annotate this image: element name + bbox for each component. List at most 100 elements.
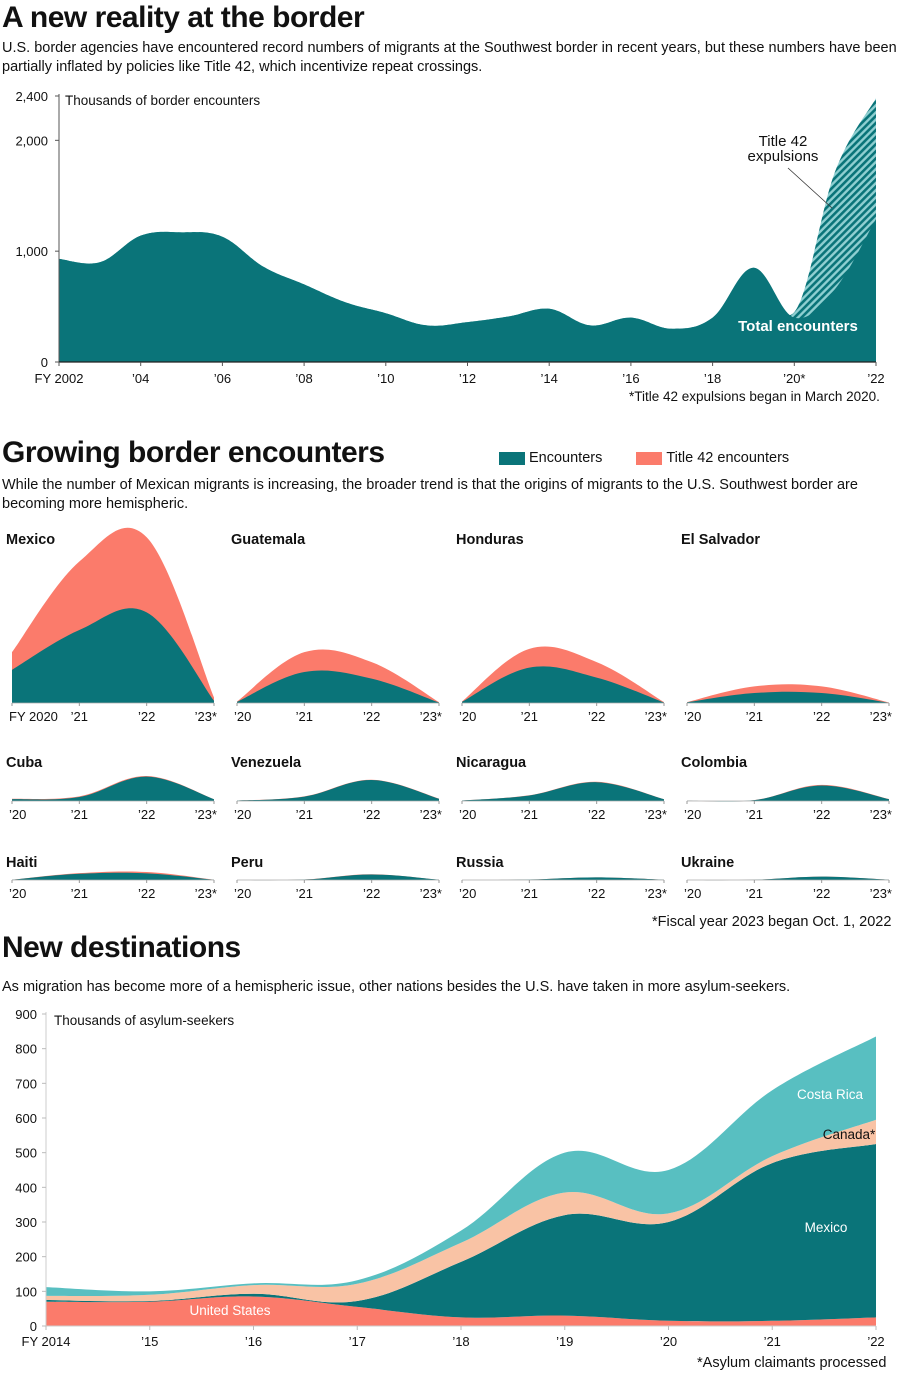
x-tick-label: ’22	[588, 886, 605, 901]
country-panel-nicaragua: ’20 ’21 ’22 ’23*	[459, 781, 667, 822]
country-panel-guatemala: ’20 ’21 ’22 ’23*	[234, 649, 442, 724]
section1-footnote: *Title 42 expulsions began in March 2020…	[629, 389, 880, 404]
section3-dek: As migration has become more of a hemisp…	[2, 979, 791, 995]
x-tick-label: ’20	[9, 807, 26, 822]
legend-item-title42: Title 42 encounters	[636, 450, 789, 466]
x-tick-label: ’20	[459, 807, 476, 822]
x-tick-label: ’17	[349, 1334, 366, 1349]
x-tick-label: ’20	[9, 886, 26, 901]
legend-swatch-title42	[636, 451, 663, 465]
legend: Encounters Title 42 encounters	[499, 450, 789, 466]
panel-title: El Salvador	[681, 532, 760, 548]
x-tick-label: ’23*	[870, 886, 892, 901]
legend-swatch-encounters	[499, 451, 525, 465]
section3-footnote: *Asylum claimants processed	[697, 1355, 887, 1371]
x-tick-label: ’22	[813, 886, 830, 901]
section3-title: New destinations	[2, 931, 241, 964]
section2-dek: While the number of Mexican migrants is …	[2, 477, 858, 512]
panel-title: Russia	[456, 855, 504, 871]
x-tick-label: ’20*	[783, 371, 805, 386]
country-panel-colombia: ’20 ’21 ’22 ’23*	[684, 784, 892, 822]
x-tick-label: FY 2020	[9, 709, 58, 724]
x-tick-label: ’20	[660, 1334, 677, 1349]
x-tick-label: ’18	[704, 371, 721, 386]
united-states-label: United States	[189, 1303, 270, 1318]
encounters-area	[687, 691, 889, 703]
x-tick-label: ’21	[296, 807, 313, 822]
small-multiples-chart: FY 2020 ’21 ’22 ’23* ’20 ’21 ’22 ’23* ’20 ’21 ’22 ’…	[9, 527, 892, 901]
y-tick-label: 700	[15, 1076, 37, 1091]
x-tick-label: ’04	[132, 371, 149, 386]
title42-annotation: expulsions	[748, 148, 819, 165]
y-tick-label: 600	[15, 1111, 37, 1126]
x-tick-label: ’23*	[420, 807, 442, 822]
encounters-area	[687, 876, 889, 881]
x-tick-label: ’21	[521, 807, 538, 822]
x-tick-label: ’23*	[195, 886, 217, 901]
legend-label: Encounters	[529, 450, 603, 466]
country-panel-honduras: ’20 ’21 ’22 ’23*	[459, 646, 667, 724]
total-encounters-annotation: Total encounters	[738, 318, 858, 335]
panel-title: Colombia	[681, 755, 748, 771]
x-tick-label: ’22	[867, 1334, 884, 1349]
x-tick-label: ’23*	[645, 709, 667, 724]
x-tick-label: ’22	[363, 807, 380, 822]
encounters-area	[462, 782, 664, 801]
x-tick-label: ’21	[296, 709, 313, 724]
x-tick-label: ’20	[684, 807, 701, 822]
y-tick-label: 2,000	[15, 133, 48, 148]
x-tick-label: ’22	[138, 709, 155, 724]
x-tick-label: ’22	[813, 709, 830, 724]
mexico-area	[46, 1144, 876, 1322]
y-tick-label: 2,400	[15, 89, 48, 104]
country-panel-mexico: FY 2020 ’21 ’22 ’23*	[9, 527, 217, 724]
encounters-area	[12, 608, 214, 703]
x-tick-label: ’21	[746, 807, 763, 822]
x-tick-label: FY 2014	[22, 1334, 71, 1349]
panel-title: Mexico	[6, 532, 56, 548]
x-tick-label: ’23*	[420, 886, 442, 901]
section1-title: A new reality at the border	[2, 1, 365, 34]
x-tick-label: ’22	[138, 886, 155, 901]
x-tick-label: ’21	[71, 709, 88, 724]
encounters-area	[237, 779, 439, 801]
panel-title: Nicaragua	[456, 755, 527, 771]
x-tick-label: ’15	[141, 1334, 158, 1349]
encounters-area	[12, 776, 214, 801]
x-tick-label: ’23*	[645, 886, 667, 901]
x-tick-label: ’19	[556, 1334, 573, 1349]
panel-title: Ukraine	[681, 855, 735, 871]
x-tick-label: ’22	[867, 371, 884, 386]
x-tick-label: ’23*	[195, 709, 217, 724]
country-panel-russia: ’20 ’21 ’22 ’23*	[459, 877, 667, 901]
country-panel-haiti: ’20 ’21 ’22 ’23*	[9, 871, 217, 901]
canada-label: Canada*	[823, 1127, 876, 1142]
country-panel-el-salvador: ’20 ’21 ’22 ’23*	[684, 684, 892, 724]
y-tick-label: 0	[30, 1319, 37, 1334]
x-tick-label: ’20	[684, 709, 701, 724]
y-tick-label: 0	[41, 355, 48, 370]
country-panel-ukraine: ’20 ’21 ’22 ’23*	[684, 876, 892, 901]
title42-annotation: Title 42	[759, 133, 808, 150]
panel-title: Guatemala	[231, 532, 306, 548]
border-encounters-chart: 0 1,000 2,000 2,400 FY 2002 ’04 ’06 ’08 ’10 ’12 ’1…	[15, 89, 884, 386]
x-tick-label: ’21	[71, 886, 88, 901]
panel-title: Honduras	[456, 532, 524, 548]
x-tick-label: ’21	[71, 807, 88, 822]
x-tick-label: ’21	[746, 886, 763, 901]
x-tick-label: ’06	[214, 371, 231, 386]
x-tick-label: ’20	[234, 886, 251, 901]
y-tick-label: 100	[15, 1284, 37, 1299]
legend-label: Title 42 encounters	[666, 450, 790, 466]
x-tick-label: ’21	[521, 709, 538, 724]
x-tick-label: ’21	[521, 886, 538, 901]
x-tick-label: ’12	[459, 371, 476, 386]
x-tick-label: ’21	[764, 1334, 781, 1349]
x-tick-label: ’23*	[195, 807, 217, 822]
x-tick-label: ’08	[295, 371, 312, 386]
y-tick-label: 300	[15, 1215, 37, 1230]
x-tick-label: ’22	[588, 709, 605, 724]
encounters-area	[237, 874, 439, 881]
x-tick-label: ’20	[459, 886, 476, 901]
